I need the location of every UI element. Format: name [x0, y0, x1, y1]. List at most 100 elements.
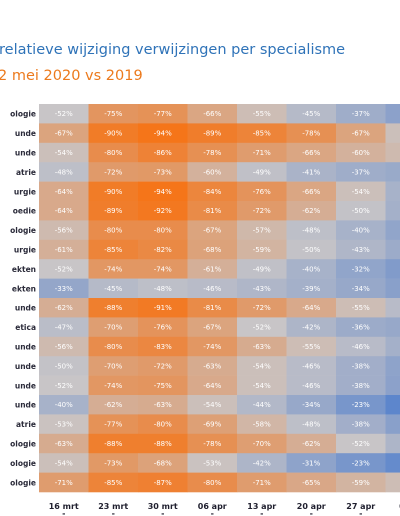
row-label: unde — [15, 362, 36, 371]
cell-value-label: -46% — [302, 382, 320, 390]
heatmap-cell — [138, 201, 188, 221]
cell-value-label: -55% — [302, 343, 320, 351]
heatmap-cell — [138, 181, 188, 202]
heatmap-cell — [385, 201, 400, 221]
cell-value-label: -71% — [55, 479, 73, 487]
heatmap-cell — [385, 395, 400, 415]
cell-value-label: -74% — [154, 265, 172, 273]
heatmap-cell — [88, 278, 139, 299]
heatmap-cell — [336, 298, 386, 318]
cell-value-label: -75% — [104, 110, 122, 118]
heatmap-cell — [88, 317, 139, 338]
heatmap-cell — [138, 414, 188, 435]
cell-value-label: -69% — [203, 421, 221, 429]
cell-value-label: -46% — [203, 285, 221, 293]
cell-value-label: -60% — [203, 168, 221, 176]
cell-value-label: -49% — [253, 265, 271, 273]
cell-value-label: -46% — [352, 343, 370, 351]
row-label: urgie — [14, 246, 36, 255]
heatmap-cell — [336, 220, 386, 241]
cell-value-label: -55% — [352, 304, 370, 312]
heatmap-cell — [187, 472, 238, 493]
cell-value-label: -94% — [154, 130, 172, 138]
heatmap-cell — [237, 453, 287, 473]
heatmap-cell — [385, 356, 400, 376]
column-label-start: 06 apr — [198, 502, 227, 511]
heatmap-cell — [336, 375, 386, 396]
heatmap-cell — [88, 239, 139, 260]
cell-value-label: -70% — [104, 324, 122, 332]
heatmap-cell — [187, 453, 238, 473]
heatmap-cell — [88, 414, 139, 435]
heatmap-cell — [237, 317, 287, 338]
cell-value-label: -62% — [55, 304, 73, 312]
cell-value-label: -84% — [203, 188, 221, 196]
cell-value-label: -45% — [302, 110, 320, 118]
cell-value-label: -46% — [302, 362, 320, 370]
cell-value-label: -86% — [154, 149, 172, 157]
cell-value-label: -88% — [154, 440, 172, 448]
heatmap-cell — [187, 123, 238, 144]
heatmap-cell — [286, 239, 337, 260]
heatmap-cell — [385, 181, 400, 202]
column-label-start: 16 mrt — [49, 502, 79, 511]
heatmap-cell — [286, 336, 337, 357]
heatmap-cell — [138, 317, 188, 338]
cell-value-label: -74% — [104, 382, 122, 390]
cell-value-label: -37% — [352, 168, 370, 176]
cell-value-label: -54% — [55, 459, 73, 467]
cell-value-label: -53% — [55, 421, 73, 429]
heatmap-cell — [336, 453, 386, 473]
heatmap-cell — [385, 162, 400, 182]
heatmap-cell — [88, 395, 139, 415]
cell-value-label: -85% — [104, 479, 122, 487]
cell-value-label: -80% — [104, 149, 122, 157]
row-label: ekten — [12, 284, 36, 293]
cell-value-label: -81% — [203, 304, 221, 312]
cell-value-label: -36% — [352, 324, 370, 332]
row-label: ekten — [12, 265, 36, 274]
heatmap-cell — [88, 259, 139, 279]
heatmap-cell — [237, 181, 287, 202]
heatmap-cell — [39, 414, 89, 435]
heatmap-cell — [138, 220, 188, 241]
cell-value-label: -89% — [203, 130, 221, 138]
heatmap-cell — [39, 472, 89, 493]
heatmap-cell — [385, 336, 400, 357]
cell-value-label: -90% — [104, 188, 122, 196]
cell-value-label: -74% — [203, 343, 221, 351]
column-label-start: 13 apr — [247, 502, 276, 511]
heatmap-cell — [187, 239, 238, 260]
row-label: ologie — [10, 478, 36, 487]
cell-value-label: -54% — [55, 149, 73, 157]
cell-value-label: -62% — [302, 207, 320, 215]
cell-value-label: -77% — [104, 421, 122, 429]
heatmap-cell — [237, 123, 287, 144]
heatmap-cell — [39, 181, 89, 202]
column-label-start: 20 apr — [297, 502, 326, 511]
chart-title: relatieve wijziging verwijzingen per spe… — [0, 42, 346, 58]
column-label-separator: - — [62, 509, 65, 516]
cell-value-label: -52% — [55, 382, 73, 390]
heatmap-cell — [187, 414, 238, 435]
heatmap-cell — [385, 220, 400, 241]
cell-value-label: -54% — [352, 188, 370, 196]
cell-value-label: -56% — [55, 343, 73, 351]
cell-value-label: -80% — [203, 479, 221, 487]
cell-value-label: -50% — [302, 246, 320, 254]
heatmap-cell — [88, 162, 139, 182]
heatmap-cell — [39, 123, 89, 144]
heatmap-cell — [39, 259, 89, 279]
cell-value-label: -81% — [203, 207, 221, 215]
heatmap-cell — [187, 336, 238, 357]
row-label: unde — [15, 381, 36, 390]
heatmap-cell — [187, 298, 238, 318]
row-label: ologie — [10, 459, 36, 468]
heatmap-cell — [385, 453, 400, 473]
cell-value-label: -52% — [55, 265, 73, 273]
cell-value-label: -54% — [253, 382, 271, 390]
heatmap-cell — [237, 239, 287, 260]
heatmap-cell — [187, 317, 238, 338]
heatmap-cell — [187, 142, 238, 163]
heatmap-cell — [138, 123, 188, 144]
